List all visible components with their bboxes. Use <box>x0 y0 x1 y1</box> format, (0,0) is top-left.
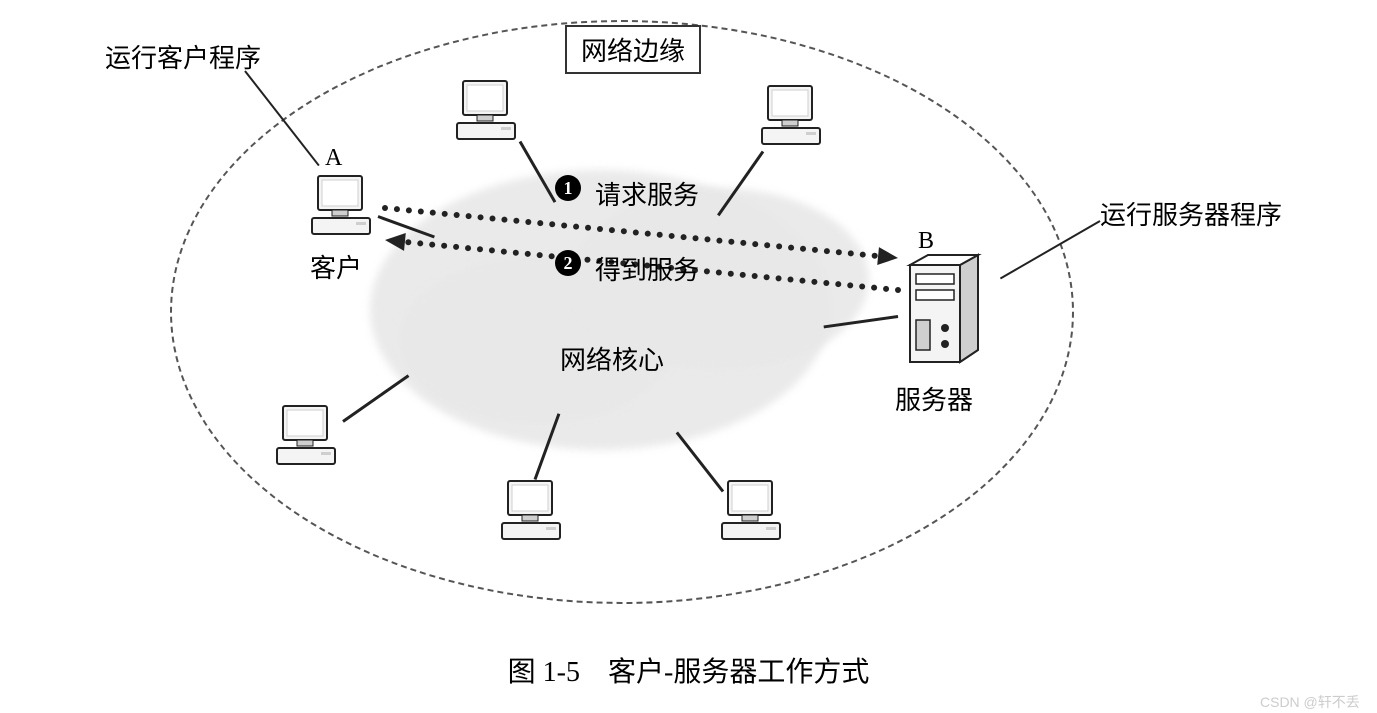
client-label: 客户 <box>310 248 362 285</box>
client-computer-a <box>310 170 380 240</box>
peripheral-computer <box>275 400 345 470</box>
watermark: CSDN @轩不丢 <box>1260 692 1360 712</box>
server-b <box>900 250 990 370</box>
peripheral-computer <box>760 80 830 150</box>
edge-title-text: 网络边缘 <box>581 37 685 66</box>
step-2-badge: 2 <box>555 250 581 276</box>
diagram-canvas: 网络边缘 网络核心 运行客户程序 运行服务器程序 1 请求服务 2 得到服务 A… <box>0 0 1377 713</box>
step-1-label: 请求服务 <box>595 175 699 212</box>
edge-title-box: 网络边缘 <box>565 25 701 74</box>
node-letter-b: B <box>918 228 934 255</box>
core-label: 网络核心 <box>560 340 664 377</box>
peripheral-computer <box>455 75 525 145</box>
node-letter-a: A <box>325 145 342 172</box>
step-1-badge: 1 <box>555 175 581 201</box>
step-2-label: 得到服务 <box>595 250 699 287</box>
peripheral-computer <box>720 475 790 545</box>
server-annotation: 运行服务器程序 <box>1100 195 1282 232</box>
server-label: 服务器 <box>895 380 973 417</box>
figure-caption: 图 1-5 客户-服务器工作方式 <box>0 650 1377 690</box>
client-annotation: 运行客户程序 <box>105 38 261 75</box>
peripheral-computer <box>500 475 570 545</box>
